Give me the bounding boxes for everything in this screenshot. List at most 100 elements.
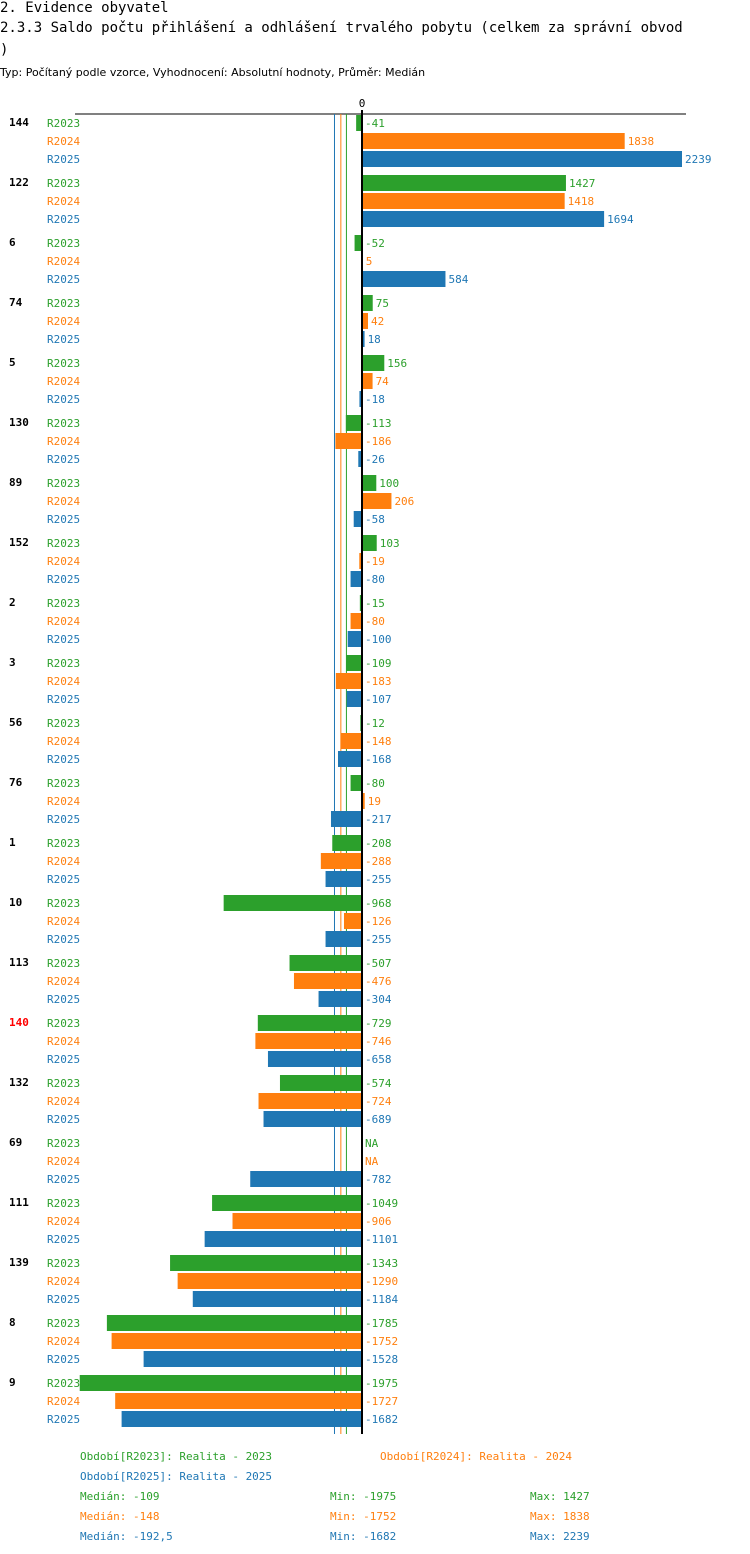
data-label: -1682 [365,1413,398,1426]
na-label: NA [365,1137,379,1150]
category-label: 9 [9,1376,16,1389]
data-label: -18 [365,393,385,406]
series-label-r2025: R2025 [47,513,80,526]
data-label: -12 [365,717,385,730]
category-label: 139 [9,1256,29,1269]
bar-r2025 [359,391,362,407]
category-label: 152 [9,536,29,549]
bar-r2023 [354,235,362,251]
data-label: 206 [394,495,414,508]
data-label: 1694 [607,213,634,226]
series-label-r2024: R2024 [47,435,80,448]
series-label-r2025: R2025 [47,1173,80,1186]
series-label-r2023: R2023 [47,1317,80,1330]
series-label-r2025: R2025 [47,753,80,766]
category-label: 113 [9,956,29,969]
series-label-r2023: R2023 [47,657,80,670]
category-label: 76 [9,776,23,789]
section-heading: 2. Evidence obyvatel [0,0,169,16]
category-label: 8 [9,1316,16,1329]
series-label-r2024: R2024 [47,795,80,808]
data-label: -41 [365,117,385,130]
series-label-r2023: R2023 [47,597,80,610]
series-label-r2023: R2023 [47,297,80,310]
series-label-r2024: R2024 [47,1095,80,1108]
data-label: 100 [379,477,399,490]
category-label: 69 [9,1136,22,1149]
bar-r2024 [359,553,362,569]
series-label-r2023: R2023 [47,477,80,490]
series-label-r2024: R2024 [47,495,80,508]
data-label: -80 [365,615,385,628]
series-label-r2023: R2023 [47,837,80,850]
series-label-r2025: R2025 [47,1053,80,1066]
bar-r2024 [362,793,365,809]
bar-r2024 [362,133,625,149]
data-label: 1838 [628,135,655,148]
bar-r2023 [359,595,362,611]
bar-r2025 [346,691,362,707]
data-label: -26 [365,453,385,466]
data-label: -304 [365,993,392,1006]
series-label-r2025: R2025 [47,393,80,406]
series-label-r2024: R2024 [47,1395,80,1408]
data-label: -1752 [365,1335,398,1348]
category-label: 111 [9,1196,29,1209]
bar-r2024 [115,1393,362,1409]
series-label-r2025: R2025 [47,213,80,226]
data-label: -507 [365,957,392,970]
data-label: -208 [365,837,392,850]
category-label: 3 [9,656,16,669]
category-label: 1 [9,836,16,849]
chart-title: 2.3.3 Saldo počtu přihlášení a odhlášení… [0,20,683,36]
series-label-r2025: R2025 [47,1293,80,1306]
bar-r2023 [362,295,373,311]
data-label: -168 [365,753,392,766]
bar-r2023 [257,1015,362,1031]
series-label-r2025: R2025 [47,1353,80,1366]
series-label-r2024: R2024 [47,855,80,868]
series-label-r2025: R2025 [47,153,80,166]
series-label-r2024: R2024 [47,1335,80,1348]
bar-r2023 [362,175,566,191]
category-label: 89 [9,476,22,489]
stat-median-r2025: Medián: -192,5 [80,1530,173,1543]
series-label-r2024: R2024 [47,1275,80,1288]
series-label-r2023: R2023 [47,897,80,910]
data-label: -109 [365,657,392,670]
legend-period-r2024: Období[R2024]: Realita - 2024 [380,1450,573,1463]
chart-subtitle: Typ: Počítaný podle vzorce, Vyhodnocení:… [0,66,426,79]
series-label-r2025: R2025 [47,1233,80,1246]
stat-max-r2024: Max: 1838 [530,1510,590,1523]
bar-r2023 [279,1075,362,1091]
bar-r2023 [79,1375,362,1391]
bar-r2025 [362,211,605,227]
data-label: -1343 [365,1257,398,1270]
series-label-r2025: R2025 [47,693,80,706]
series-label-r2025: R2025 [47,873,80,886]
series-label-r2024: R2024 [47,915,80,928]
bar-r2025 [362,271,446,287]
data-label: 5 [366,255,373,268]
series-label-r2023: R2023 [47,1077,80,1090]
data-label: -1975 [365,1377,398,1390]
bar-r2024 [111,1333,362,1349]
bar-r2025 [318,991,362,1007]
data-label: -52 [365,237,385,250]
bar-r2025 [267,1051,362,1067]
bar-r2023 [223,895,362,911]
bar-r2023 [350,775,362,791]
series-label-r2023: R2023 [47,1017,80,1030]
category-label: 5 [9,356,16,369]
data-label: -148 [365,735,392,748]
series-label-r2025: R2025 [47,933,80,946]
stat-max-r2025: Max: 2239 [530,1530,590,1543]
series-label-r2023: R2023 [47,177,80,190]
data-label: -80 [365,573,385,586]
series-label-r2024: R2024 [47,375,80,388]
data-label: -689 [365,1113,392,1126]
data-label: 584 [448,273,468,286]
series-label-r2023: R2023 [47,1257,80,1270]
series-label-r2023: R2023 [47,417,80,430]
